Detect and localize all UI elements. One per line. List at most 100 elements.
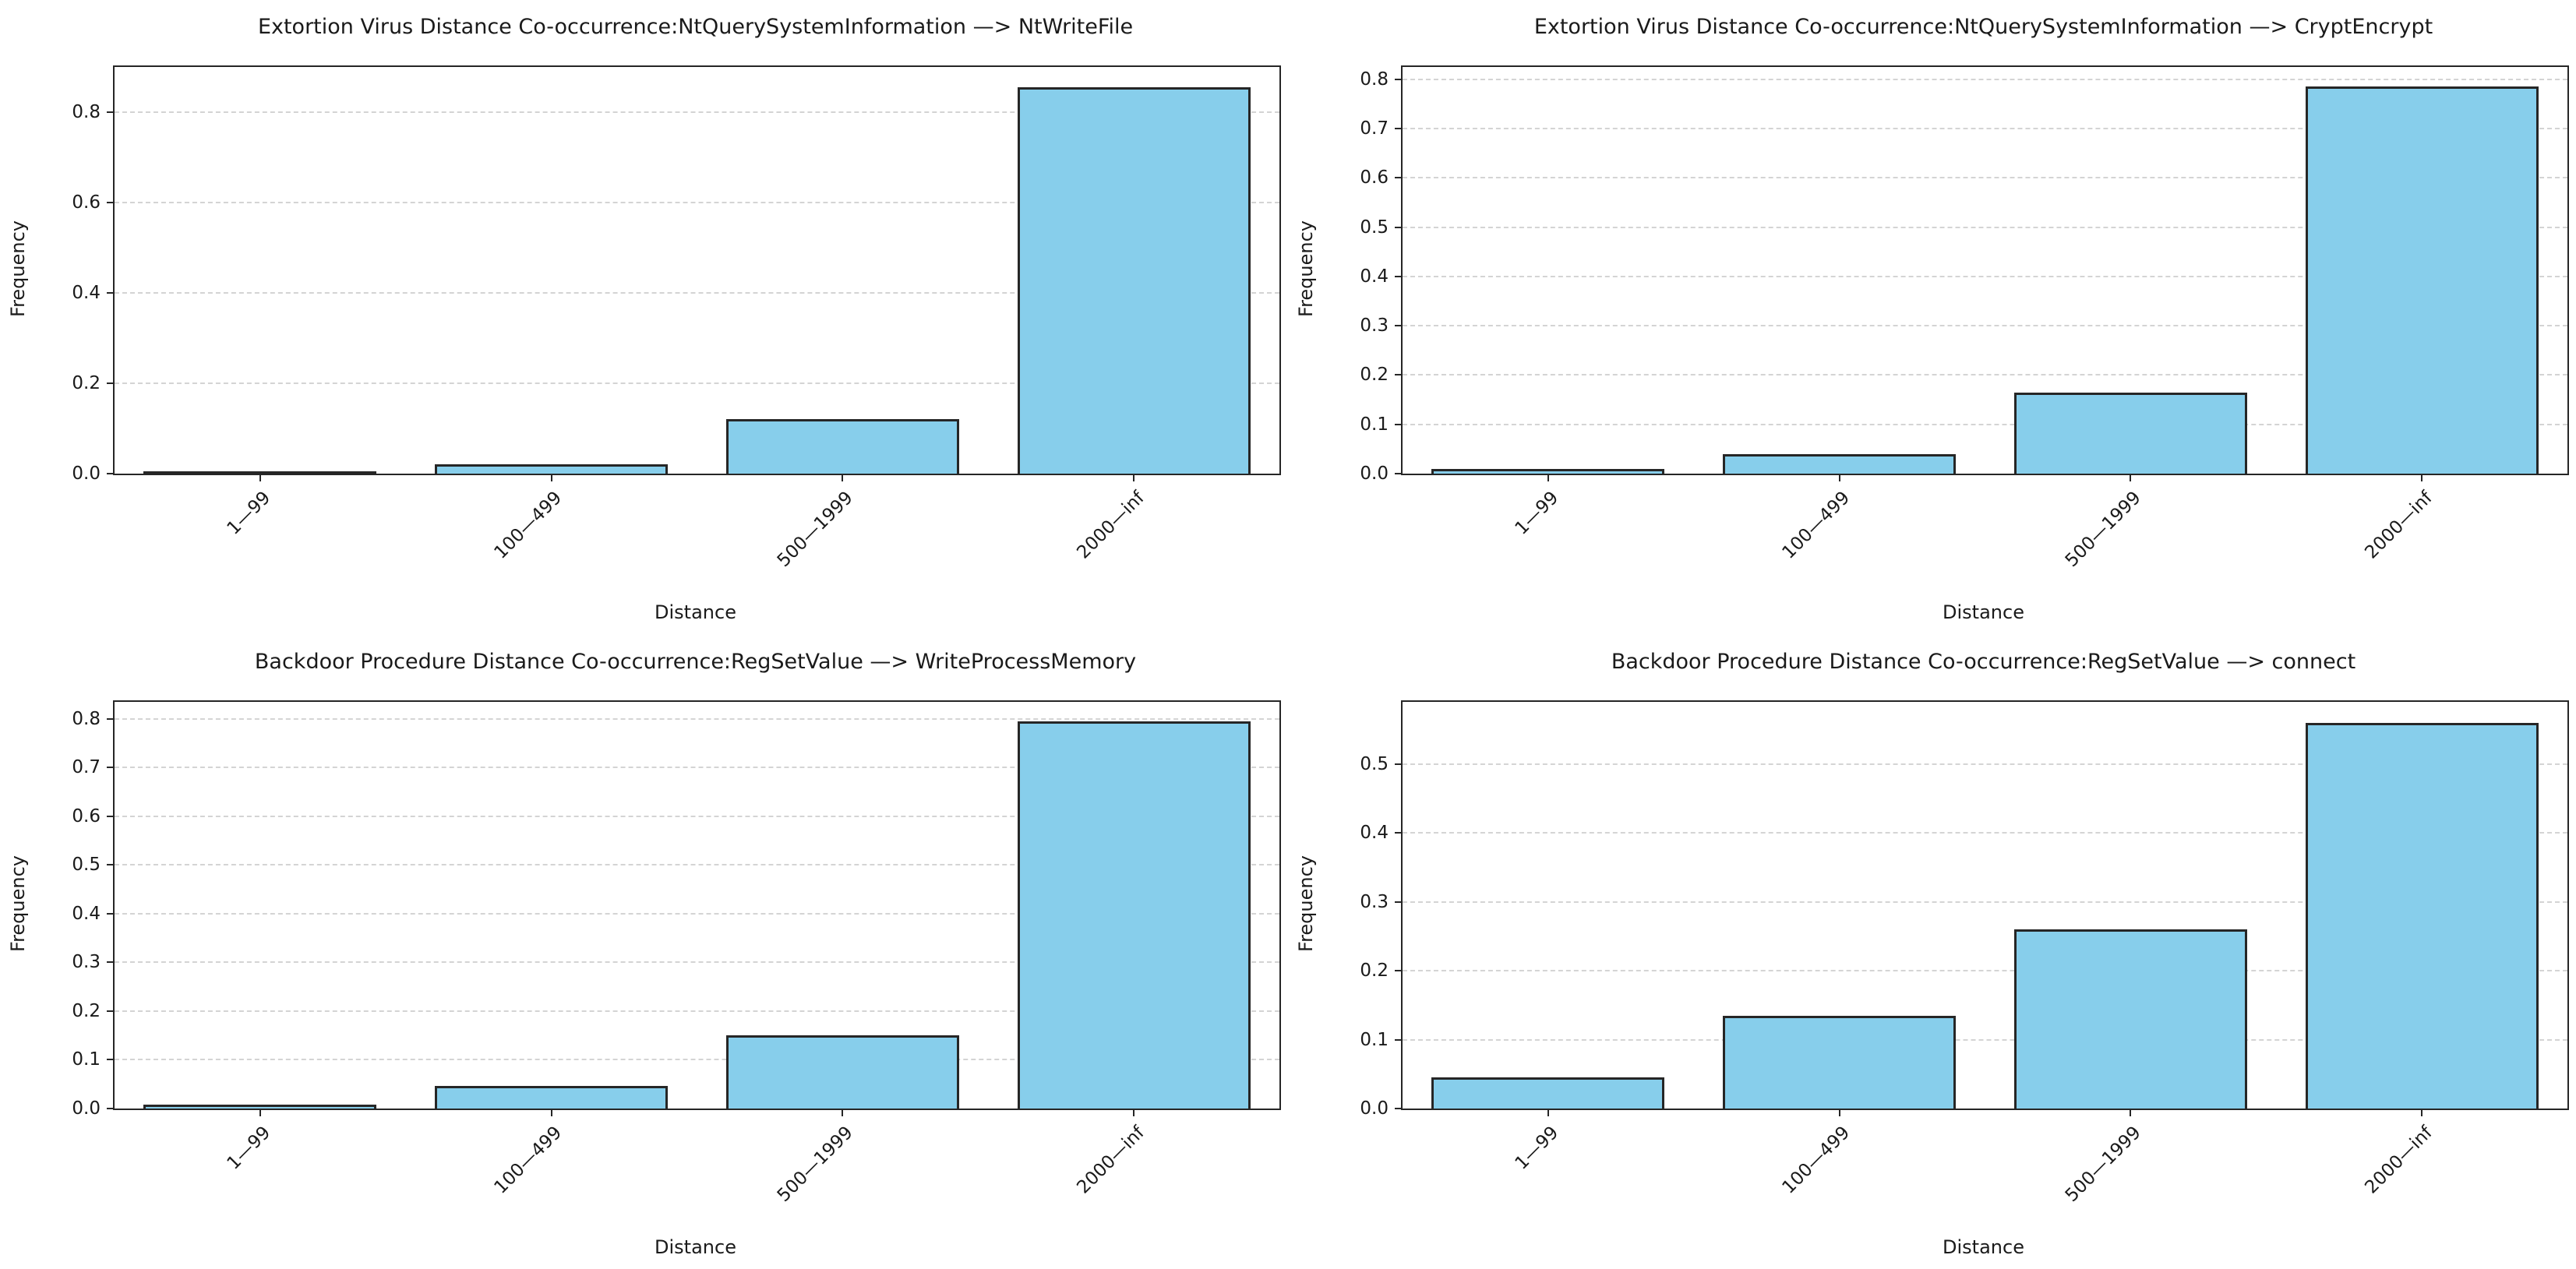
x-tick-mark [1838,1109,1840,1116]
gridline [115,864,1279,866]
y-tick-label: 0.2 [72,1000,101,1021]
gridline [1403,78,2567,80]
bar-1—99 [1431,1077,1665,1109]
y-tick-mark [1395,226,1403,228]
bar-100—499 [1723,1015,1957,1109]
subplot-extortion-cryptencrypt: Extortion Virus Distance Co-occurrence:N… [1288,0,2576,634]
y-tick-label: 0.1 [1360,1029,1389,1050]
subplot-backdoor-connect: Backdoor Procedure Distance Co-occurrenc… [1288,635,2576,1269]
y-tick-label: 0.7 [1360,118,1389,139]
y-tick-label: 0.2 [1360,365,1389,386]
y-tick-label: 0.0 [1360,1098,1389,1119]
x-tick-mark [1547,1109,1549,1116]
y-tick-label: 0.2 [1360,961,1389,982]
x-tick-mark [842,474,844,481]
y-tick-mark [1395,901,1403,903]
bar-100—499 [435,1085,669,1109]
y-tick-label: 0.8 [72,102,101,122]
gridline [115,717,1279,720]
plot-area: 0.0 0.1 0.2 0.3 0.4 0.5 0.6 0.7 0.8 1—99 100—499 50… [72,700,1281,1206]
gridline [1403,177,2567,179]
y-tick-label: 0.4 [1360,823,1389,844]
plot-area: 0.0 0.2 0.4 0.6 0.8 1—99 100—499 500—1999 2000—i… [72,65,1281,571]
gridline [115,815,1279,817]
gridline [1403,423,2567,425]
y-tick-mark [1395,177,1403,179]
gridline [115,111,1279,113]
y-tick-mark [107,1010,115,1012]
y-tick-mark [1395,128,1403,130]
x-tick-mark [259,474,261,481]
bar-1—99 [143,471,377,474]
bar-2000—inf [1017,87,1251,474]
x-tick-mark [1547,474,1549,481]
y-tick-label: 0.6 [72,192,101,213]
y-tick-mark [107,767,115,769]
gridline [1403,226,2567,228]
bar-500—1999 [725,419,959,474]
y-tick-mark [107,111,115,113]
y-tick-mark [107,815,115,817]
y-tick-label: 0.3 [1360,891,1389,912]
x-tick-mark [2421,474,2423,481]
x-tick-mark [2130,474,2132,481]
gridline [115,292,1279,294]
y-tick-mark [1395,423,1403,425]
plot-area: 0.0 0.1 0.2 0.3 0.4 0.5 0.6 0.7 0.8 1—99 100—499 50… [1360,65,2569,571]
y-tick-label: 0.4 [72,903,101,924]
y-tick-label: 0.4 [72,283,101,303]
y-axis-label: Frequency [7,220,29,317]
bar-2000—inf [2305,722,2539,1109]
y-tick-mark [1395,374,1403,376]
gridline [1403,970,2567,972]
gridline [1403,901,2567,903]
y-tick-label: 0.4 [1360,266,1389,287]
y-tick-label: 0.2 [72,373,101,393]
y-tick-mark [1395,1038,1403,1041]
y-axis-label: Frequency [1295,855,1317,952]
y-tick-mark [1395,970,1403,972]
bar-1—99 [1431,468,1665,474]
bar-100—499 [1723,453,1957,474]
x-axis-label: Distance [1943,601,2024,623]
chart-title: Backdoor Procedure Distance Co-occurrenc… [254,650,1137,674]
y-tick-label: 0.5 [1360,217,1389,238]
gridline [1403,1038,2567,1041]
y-tick-mark [1395,325,1403,327]
y-tick-label: 0.0 [72,464,101,484]
x-tick-mark [259,1109,261,1116]
x-tick-mark [1133,1109,1135,1116]
y-tick-mark [1395,78,1403,80]
gridline [1403,763,2567,765]
y-tick-label: 0.5 [72,855,101,876]
gridline [115,1059,1279,1061]
bar-2000—inf [1017,721,1251,1109]
x-tick-mark [550,474,552,481]
gridline [115,767,1279,769]
bar-500—1999 [2013,392,2247,474]
gridline [115,202,1279,203]
y-tick-mark [1395,473,1403,474]
y-tick-mark [107,473,115,474]
y-axis-label: Frequency [1295,220,1317,317]
y-tick-mark [1395,1108,1403,1109]
subplot-backdoor-writeprocessmemory: Backdoor Procedure Distance Co-occurrenc… [0,635,1288,1269]
x-tick-mark [2421,1109,2423,1116]
y-tick-label: 0.6 [1360,167,1389,189]
x-axis-label: Distance [655,1236,736,1258]
y-tick-label: 0.0 [72,1098,101,1119]
bar-1—99 [143,1105,377,1109]
y-tick-mark [1395,763,1403,765]
gridline [1403,832,2567,834]
y-tick-mark [107,1108,115,1109]
y-axis-label: Frequency [7,855,29,952]
x-tick-mark [1838,474,1840,481]
y-tick-label: 0.8 [1360,69,1389,90]
bar-500—1999 [725,1035,959,1109]
y-tick-mark [107,1059,115,1061]
x-tick-mark [842,1109,844,1116]
y-tick-label: 0.3 [72,952,101,973]
bar-500—1999 [2013,929,2247,1109]
y-tick-label: 0.6 [72,805,101,827]
y-tick-mark [107,292,115,294]
